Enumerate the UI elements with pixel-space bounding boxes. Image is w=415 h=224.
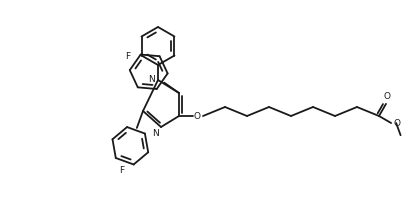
Text: O: O — [383, 92, 391, 101]
Text: O: O — [193, 112, 200, 121]
Text: O: O — [393, 118, 400, 127]
Text: F: F — [119, 166, 124, 175]
Text: F: F — [125, 52, 130, 61]
Text: N: N — [152, 129, 159, 138]
Text: N: N — [148, 75, 155, 84]
